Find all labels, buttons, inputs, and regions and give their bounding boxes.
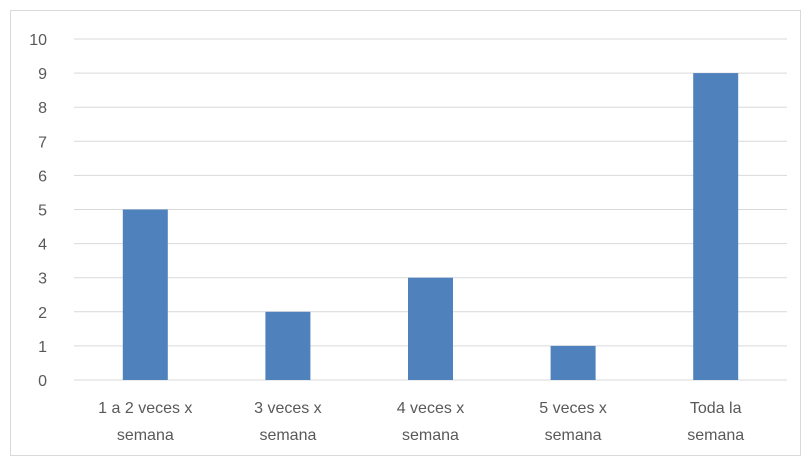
bar-1 [122,209,168,380]
chart-frame: 0 1 2 3 4 5 6 7 8 9 10 1 a 2 veces x semana 3 veces … [10,10,801,456]
x-category-label: Toda la [690,400,742,417]
bar-3 [408,277,453,380]
y-tick-label: 0 [38,373,47,390]
bar-5 [693,73,739,380]
y-tick-label: 3 [38,271,47,288]
y-tick-label: 1 [38,339,47,356]
y-tick-label: 6 [38,168,47,185]
x-category-label: 4 veces x [397,400,465,417]
x-category-label: semana [545,427,602,444]
y-axis-tick-labels: 0 1 2 3 4 5 6 7 8 9 10 [29,32,47,390]
y-tick-label: 5 [38,203,47,220]
y-tick-label: 10 [29,32,47,49]
x-category-label: 3 veces x [254,400,322,417]
y-tick-label: 7 [38,134,47,151]
x-category-label: 1 a 2 veces x [98,400,192,417]
y-tick-label: 9 [38,66,47,83]
bar-2 [265,311,311,380]
x-category-label: 5 veces x [539,400,607,417]
x-category-label: semana [687,427,744,444]
bar-chart: 0 1 2 3 4 5 6 7 8 9 10 1 a 2 veces x semana 3 veces … [29,32,787,444]
x-category-label: semana [117,427,174,444]
x-category-label: semana [402,427,459,444]
y-tick-label: 4 [38,237,47,254]
x-axis-category-labels: 1 a 2 veces x semana 3 veces x semana 4 vece… [98,400,744,444]
y-tick-label: 8 [38,100,47,117]
bars [122,73,739,380]
bar-4 [550,345,596,380]
y-tick-label: 2 [38,305,47,322]
gridlines [74,38,787,381]
x-category-label: semana [259,427,316,444]
